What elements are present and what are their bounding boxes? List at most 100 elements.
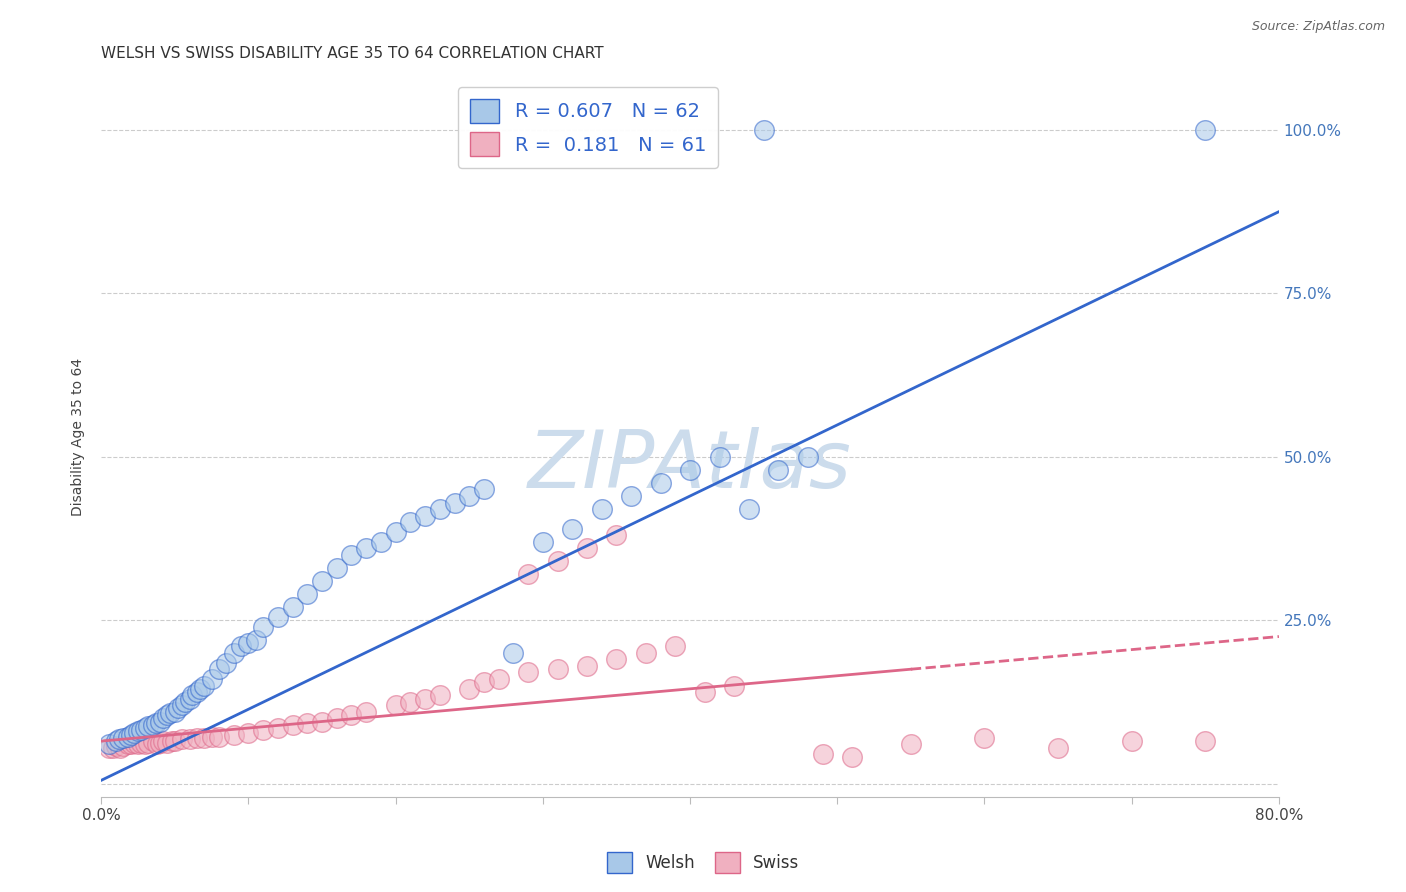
Point [117, 738, 139, 752]
Point [152, 734, 174, 748]
Point [245, 632, 267, 647]
Point [399, 695, 422, 709]
Point [384, 698, 406, 713]
Point [517, 665, 540, 680]
Point [664, 640, 686, 654]
Point [201, 730, 224, 744]
Point [605, 652, 627, 666]
Point [159, 706, 181, 720]
Point [267, 610, 290, 624]
Point [134, 738, 156, 752]
Point [208, 662, 231, 676]
Point [136, 719, 159, 733]
Point [281, 718, 304, 732]
Point [605, 528, 627, 542]
Point [166, 701, 188, 715]
Point [181, 689, 204, 703]
Point [145, 716, 167, 731]
Point [1194, 123, 1216, 137]
Point [129, 736, 152, 750]
Point [326, 561, 349, 575]
Point [134, 721, 156, 735]
Point [108, 732, 131, 747]
Point [413, 691, 436, 706]
Point [472, 675, 495, 690]
Point [488, 672, 510, 686]
Point [146, 738, 169, 752]
Point [531, 534, 554, 549]
Point [110, 740, 132, 755]
Point [104, 739, 127, 753]
Point [370, 534, 392, 549]
Point [186, 731, 208, 745]
Point [142, 734, 165, 748]
Point [112, 739, 135, 753]
Point [591, 502, 613, 516]
Point [738, 502, 761, 516]
Point [502, 646, 524, 660]
Point [1121, 734, 1143, 748]
Point [576, 541, 599, 556]
Point [186, 685, 208, 699]
Point [179, 691, 201, 706]
Point [413, 508, 436, 523]
Point [384, 524, 406, 539]
Point [841, 750, 863, 764]
Point [142, 718, 165, 732]
Point [152, 711, 174, 725]
Point [797, 450, 820, 464]
Point [561, 522, 583, 536]
Point [122, 736, 145, 750]
Point [172, 732, 194, 747]
Point [149, 714, 172, 729]
Point [104, 734, 127, 748]
Point [229, 640, 252, 654]
Point [326, 711, 349, 725]
Point [900, 738, 922, 752]
Point [201, 672, 224, 686]
Point [122, 725, 145, 739]
Point [1194, 734, 1216, 748]
Point [547, 554, 569, 568]
Legend: R = 0.607   N = 62, R =  0.181   N = 61: R = 0.607 N = 62, R = 0.181 N = 61 [458, 87, 718, 168]
Point [172, 698, 194, 713]
Point [267, 721, 290, 735]
Point [127, 738, 149, 752]
Point [127, 724, 149, 739]
Y-axis label: Disability Age 35 to 64: Disability Age 35 to 64 [72, 358, 86, 516]
Point [709, 450, 731, 464]
Point [811, 747, 834, 762]
Point [458, 489, 481, 503]
Point [311, 574, 333, 588]
Point [297, 716, 319, 731]
Text: WELSH VS SWISS DISABILITY AGE 35 TO 64 CORRELATION CHART: WELSH VS SWISS DISABILITY AGE 35 TO 64 C… [101, 46, 603, 62]
Point [238, 636, 260, 650]
Point [136, 736, 159, 750]
Text: Source: ZipAtlas.com: Source: ZipAtlas.com [1251, 20, 1385, 33]
Point [215, 656, 238, 670]
Point [97, 740, 120, 755]
Point [222, 646, 245, 660]
Point [156, 708, 179, 723]
Point [174, 695, 197, 709]
Point [399, 515, 422, 529]
Point [752, 123, 775, 137]
Point [340, 708, 363, 723]
Point [517, 567, 540, 582]
Point [163, 705, 186, 719]
Point [156, 736, 179, 750]
Point [458, 681, 481, 696]
Text: ZIPAtlas: ZIPAtlas [529, 427, 852, 505]
Point [208, 730, 231, 744]
Point [120, 738, 142, 752]
Point [620, 489, 643, 503]
Point [179, 732, 201, 747]
Point [120, 728, 142, 742]
Point [354, 541, 377, 556]
Point [723, 679, 745, 693]
Point [429, 689, 451, 703]
Point [634, 646, 657, 660]
Point [443, 495, 465, 509]
Point [650, 475, 672, 490]
Point [252, 620, 274, 634]
